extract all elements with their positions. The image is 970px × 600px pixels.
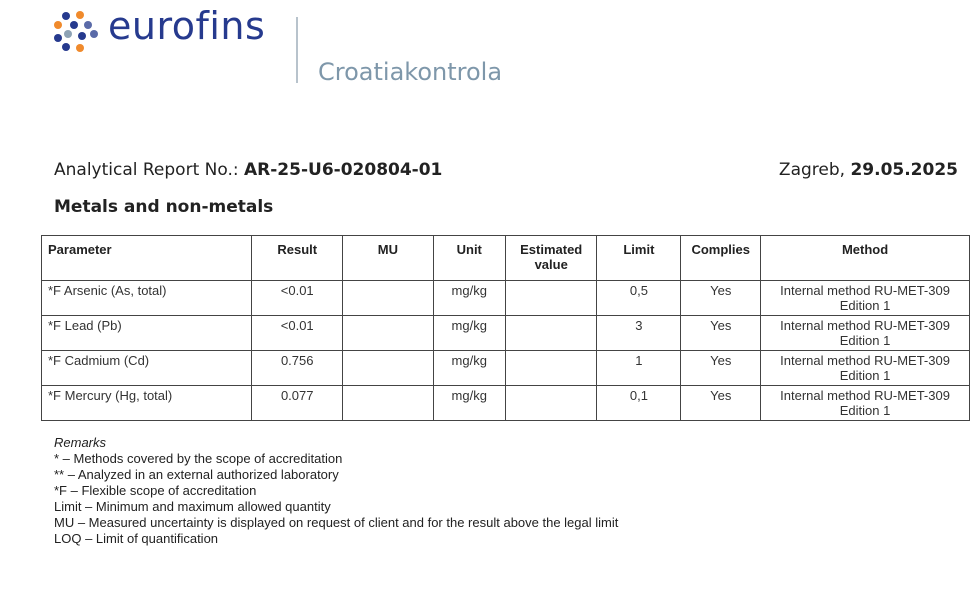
- method-method-line2: Edition 1: [839, 298, 891, 313]
- remark-line: LOQ – Limit of quantification: [54, 531, 219, 546]
- table-row: *F Cadmium (Cd) 0.756 mg/kg 1 Yes Internal me…: [40, 350, 970, 386]
- header-limit: Limit: [596, 235, 682, 281]
- method-method-line2: Edition 1: [839, 333, 891, 348]
- cell-limit: 0,1: [596, 385, 682, 421]
- cell-estimated: [504, 350, 598, 386]
- cell-result: <0.01: [251, 280, 344, 316]
- cell-mu: [342, 315, 434, 351]
- remark-line: *F – Flexible scope of accreditation: [54, 483, 257, 498]
- header-method: Method: [760, 235, 970, 281]
- cell-method: Internal method RU-MET-309 Edition 1: [760, 385, 970, 421]
- cell-complies: Yes: [680, 350, 762, 386]
- method-method-line1: Internal method RU-MET-309: [780, 353, 950, 368]
- cell-parameter: *F Lead (Pb): [40, 315, 253, 351]
- header-complies: Complies: [680, 235, 762, 281]
- cell-estimated: [504, 315, 598, 351]
- cell-result: 0.077: [251, 385, 344, 421]
- section-title: Metals and non-metals: [54, 197, 274, 217]
- cell-unit: mg/kg: [432, 350, 506, 386]
- report-date-line: Zagreb, 29.05.2025: [779, 160, 958, 180]
- remark-line: MU – Measured uncertainty is displayed o…: [54, 515, 619, 530]
- method-method-line2: Edition 1: [839, 403, 891, 418]
- report-label: Analytical Report No.:: [54, 160, 239, 180]
- cell-unit: mg/kg: [432, 385, 506, 421]
- cell-complies: Yes: [680, 385, 762, 421]
- table-header-row: Parameter Result MU Unit Estimated value…: [40, 235, 970, 281]
- cell-limit: 3: [596, 315, 682, 351]
- results-table: Parameter Result MU Unit Estimated value…: [40, 235, 970, 421]
- cell-result: 0.756: [251, 350, 344, 386]
- eurofins-logo-icon: [54, 11, 98, 52]
- sub-brand: Croatiakontrola: [318, 58, 503, 86]
- cell-unit: mg/kg: [432, 315, 506, 351]
- report-city: Zagreb,: [778, 160, 846, 180]
- header-mu: MU: [342, 235, 434, 281]
- report-number-line: Analytical Report No.: AR-25-U6-020804-0…: [54, 160, 442, 180]
- table-row: *F Lead (Pb) <0.01 mg/kg 3 Yes Internal metho…: [40, 315, 970, 351]
- method-method-line1: Internal method RU-MET-309: [780, 283, 950, 298]
- header-parameter: Parameter: [40, 235, 253, 281]
- remarks: Remarks * – Methods covered by the scope…: [54, 435, 618, 547]
- method-method-line1: Internal method RU-MET-309: [780, 318, 950, 333]
- remark-line: Limit – Minimum and maximum allowed quan…: [54, 499, 331, 514]
- remark-line: ** – Analyzed in an external authorized …: [54, 467, 339, 482]
- cell-unit: mg/kg: [432, 280, 506, 316]
- cell-estimated: [504, 280, 598, 316]
- logo-divider: [296, 17, 298, 83]
- cell-mu: [342, 385, 434, 421]
- cell-method: Internal method RU-MET-309 Edition 1: [760, 350, 970, 386]
- cell-estimated: [504, 385, 598, 421]
- cell-parameter: *F Mercury (Hg, total): [40, 385, 253, 421]
- method-method-line2: Edition 1: [839, 368, 891, 383]
- header-result: Result: [251, 235, 344, 281]
- cell-limit: 1: [596, 350, 682, 386]
- cell-limit: 0,5: [596, 280, 682, 316]
- cell-parameter: *F Cadmium (Cd): [40, 350, 253, 386]
- table-row: *F Mercury (Hg, total) 0.077 mg/kg 0,1 Yes In…: [40, 385, 970, 421]
- remark-line: * – Methods covered by the scope of accr…: [54, 451, 343, 466]
- table-row: *F Arsenic (As, total) <0.01 mg/kg 0,5 Yes In…: [40, 280, 970, 316]
- header-estimated: Estimated value: [504, 235, 598, 281]
- cell-method: Internal method RU-MET-309 Edition 1: [760, 315, 970, 351]
- remarks-title: Remarks: [54, 435, 107, 450]
- cell-complies: Yes: [680, 315, 762, 351]
- method-method-line1: Internal method RU-MET-309: [780, 388, 950, 403]
- cell-parameter: *F Arsenic (As, total): [40, 280, 253, 316]
- report-date: 29.05.2025: [850, 160, 958, 180]
- cell-mu: [342, 280, 434, 316]
- cell-mu: [342, 350, 434, 386]
- cell-result: <0.01: [251, 315, 344, 351]
- header-unit: Unit: [432, 235, 506, 281]
- cell-complies: Yes: [680, 280, 762, 316]
- report-number: AR-25-U6-020804-01: [244, 160, 443, 180]
- cell-method: Internal method RU-MET-309 Edition 1: [760, 280, 970, 316]
- logo-text: eurofins: [108, 4, 266, 48]
